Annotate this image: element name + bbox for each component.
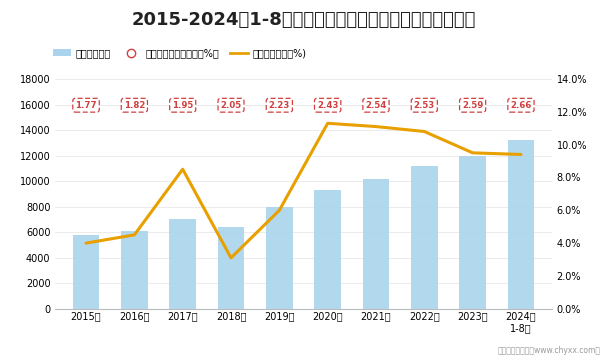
Bar: [363, 178, 389, 309]
Text: 2.59: 2.59: [462, 101, 483, 110]
Bar: [169, 219, 196, 309]
Bar: [218, 227, 244, 309]
Text: 1.95: 1.95: [172, 101, 193, 110]
Bar: [507, 140, 534, 309]
Text: 2.53: 2.53: [414, 101, 435, 110]
Text: 1.82: 1.82: [124, 101, 145, 110]
Bar: [266, 207, 293, 309]
Text: 2.66: 2.66: [510, 101, 532, 110]
Bar: [314, 190, 341, 309]
Text: 2.05: 2.05: [220, 101, 242, 110]
Text: 2.54: 2.54: [365, 101, 387, 110]
Bar: [411, 166, 438, 309]
Bar: [121, 231, 148, 309]
Legend: 企业数（个）, 占工业总企业数比重（%）, 企业同比增速（%): 企业数（个）, 占工业总企业数比重（%）, 企业同比增速（%): [53, 48, 307, 58]
Text: 制图：智研咨询（www.chyxx.com）: 制图：智研咨询（www.chyxx.com）: [498, 346, 601, 355]
Text: 2.23: 2.23: [269, 101, 290, 110]
Bar: [73, 235, 100, 309]
Bar: [459, 155, 486, 309]
Text: 2.43: 2.43: [317, 101, 339, 110]
Text: 1.77: 1.77: [75, 101, 97, 110]
Text: 2015-2024年1-8月电力、热力生产和供应业企业数统计图: 2015-2024年1-8月电力、热力生产和供应业企业数统计图: [131, 11, 476, 29]
